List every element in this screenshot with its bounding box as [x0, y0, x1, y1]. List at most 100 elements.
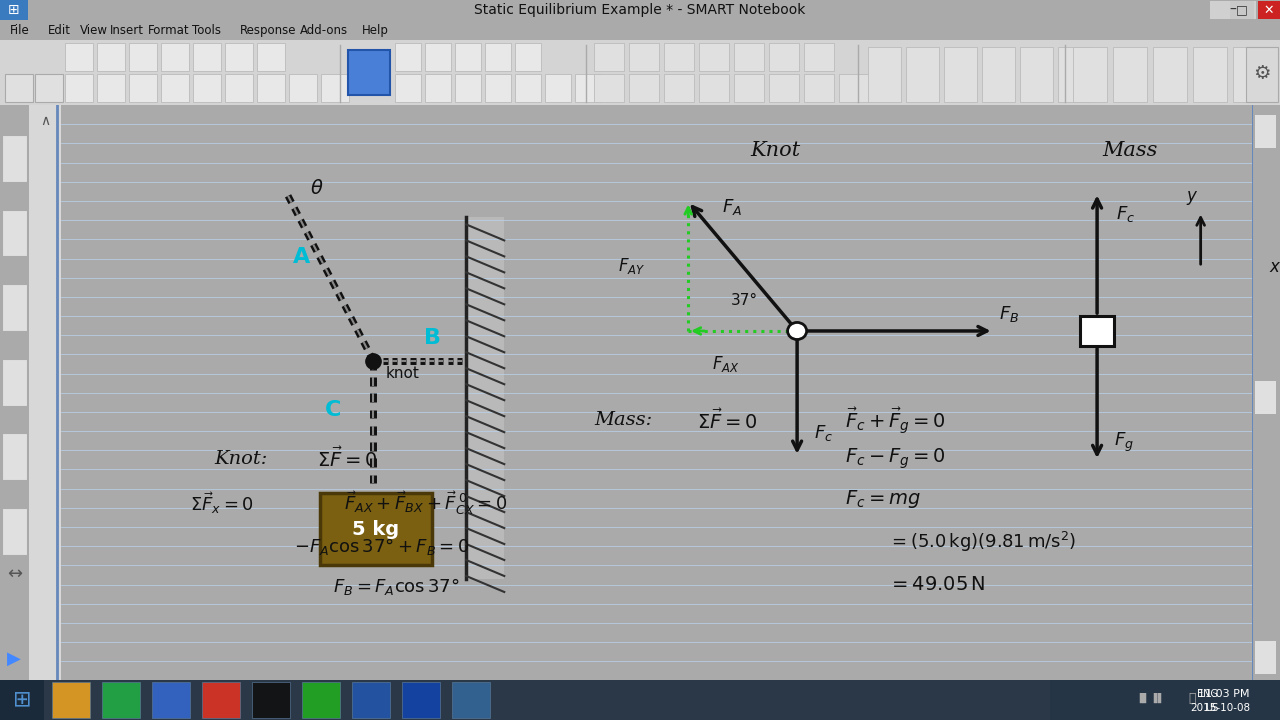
- Text: ↔: ↔: [6, 565, 22, 583]
- Bar: [3, 135, 27, 182]
- Bar: [1233, 48, 1267, 102]
- Text: $F_c$: $F_c$: [1116, 204, 1135, 224]
- Text: ◀: ◀: [8, 613, 22, 631]
- Text: ENG: ENG: [1197, 689, 1219, 699]
- Text: Format: Format: [148, 24, 189, 37]
- Text: $F_g$: $F_g$: [1114, 431, 1134, 454]
- Text: $F_{AX}$: $F_{AX}$: [712, 354, 740, 374]
- Bar: [402, 683, 440, 718]
- Bar: [52, 683, 90, 718]
- Text: $F_c=mg$: $F_c=mg$: [845, 488, 920, 510]
- Text: 2015-10-08: 2015-10-08: [1190, 703, 1251, 713]
- Bar: [906, 48, 940, 102]
- Bar: [425, 43, 451, 71]
- Text: ⚙: ⚙: [1253, 63, 1271, 83]
- Text: $F_c-F_g=0$: $F_c-F_g=0$: [845, 446, 945, 471]
- Bar: [396, 74, 421, 102]
- Text: $\vec{F}_{AX}+\vec{F}_{BX}+\vec{F}_{CX}^{\;0}=0$: $\vec{F}_{AX}+\vec{F}_{BX}+\vec{F}_{CX}^…: [343, 490, 507, 518]
- Text: Edit: Edit: [49, 24, 70, 37]
- Bar: [733, 43, 764, 71]
- Bar: [129, 74, 157, 102]
- Bar: [485, 43, 511, 71]
- Bar: [1254, 380, 1276, 414]
- Bar: [485, 74, 511, 102]
- Text: ⊞: ⊞: [13, 690, 31, 710]
- Text: y: y: [1187, 187, 1196, 205]
- Bar: [320, 493, 431, 565]
- Bar: [28, 105, 61, 680]
- Text: Add-ons: Add-ons: [300, 24, 348, 37]
- Text: Help: Help: [362, 24, 389, 37]
- Text: Insert: Insert: [110, 24, 143, 37]
- Text: Response: Response: [241, 24, 297, 37]
- Text: $F_c$: $F_c$: [814, 423, 833, 444]
- Text: $F_B$: $F_B$: [1000, 304, 1020, 324]
- Bar: [628, 43, 659, 71]
- Text: Knot:: Knot:: [214, 450, 268, 468]
- Bar: [321, 74, 349, 102]
- Bar: [252, 683, 291, 718]
- Bar: [348, 50, 390, 95]
- Bar: [575, 74, 602, 102]
- Bar: [396, 43, 421, 71]
- Text: ▶: ▶: [8, 650, 22, 668]
- Bar: [1254, 640, 1276, 674]
- Text: 🔊: 🔊: [1188, 692, 1196, 705]
- Bar: [193, 74, 221, 102]
- Bar: [733, 74, 764, 102]
- Bar: [3, 284, 27, 331]
- Bar: [193, 43, 221, 71]
- Bar: [352, 683, 390, 718]
- Text: 5 kg: 5 kg: [352, 520, 399, 539]
- Bar: [1230, 1, 1254, 19]
- Text: –: –: [1230, 3, 1236, 17]
- Text: File: File: [10, 24, 29, 37]
- Text: US: US: [1204, 703, 1219, 713]
- Text: Mass:: Mass:: [595, 411, 653, 429]
- Bar: [161, 43, 189, 71]
- Bar: [804, 74, 835, 102]
- Bar: [129, 43, 157, 71]
- Bar: [161, 74, 189, 102]
- Text: ▐▌▐▌: ▐▌▐▌: [1135, 693, 1165, 703]
- Bar: [289, 74, 317, 102]
- Bar: [838, 74, 869, 102]
- Text: ⊞: ⊞: [8, 3, 19, 17]
- Bar: [454, 43, 481, 71]
- Text: □: □: [1236, 4, 1248, 17]
- Bar: [1073, 48, 1107, 102]
- Bar: [1080, 316, 1114, 346]
- Bar: [1059, 48, 1091, 102]
- Bar: [225, 43, 253, 71]
- Bar: [1153, 48, 1187, 102]
- Text: Tools: Tools: [192, 24, 221, 37]
- Bar: [1193, 48, 1228, 102]
- Bar: [699, 74, 730, 102]
- Text: B: B: [425, 328, 442, 348]
- Bar: [1114, 48, 1147, 102]
- Text: 11:03 PM: 11:03 PM: [1198, 689, 1251, 699]
- Bar: [1258, 1, 1280, 19]
- Bar: [97, 74, 125, 102]
- Bar: [664, 43, 694, 71]
- Bar: [257, 74, 285, 102]
- Bar: [1254, 114, 1276, 148]
- Text: $\vec{F}_c+\vec{F}_g=0$: $\vec{F}_c+\vec{F}_g=0$: [845, 405, 946, 436]
- Bar: [594, 74, 625, 102]
- Text: 37°: 37°: [731, 292, 758, 307]
- Bar: [515, 43, 541, 71]
- Bar: [65, 74, 93, 102]
- Bar: [545, 74, 571, 102]
- Text: A: A: [293, 247, 311, 267]
- Text: Mass: Mass: [1103, 141, 1158, 161]
- Bar: [594, 43, 625, 71]
- Bar: [302, 683, 340, 718]
- Bar: [664, 74, 694, 102]
- Text: knot: knot: [385, 366, 419, 381]
- Text: $=(5.0\,\mathrm{kg})(9.81\,\mathrm{m/s}^2)$: $=(5.0\,\mathrm{kg})(9.81\,\mathrm{m/s}^…: [887, 530, 1075, 554]
- Bar: [804, 43, 835, 71]
- Bar: [466, 217, 504, 579]
- Bar: [699, 43, 730, 71]
- Text: Knot: Knot: [750, 141, 801, 161]
- Bar: [3, 359, 27, 405]
